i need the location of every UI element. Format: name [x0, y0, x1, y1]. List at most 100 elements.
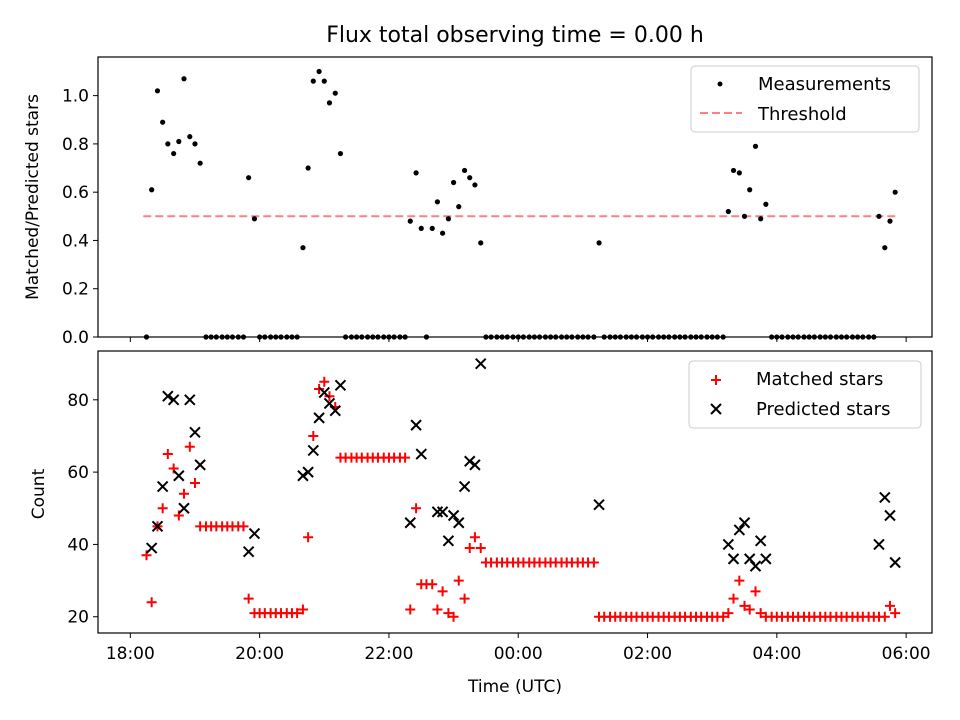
matched-point — [157, 503, 168, 514]
top-ytick-label: 0.2 — [62, 280, 89, 300]
measurement-point — [876, 213, 882, 219]
measurement-point — [461, 167, 468, 174]
measurement-point — [758, 216, 764, 222]
matched-point — [459, 593, 470, 604]
top-ytick-label: 0.6 — [62, 183, 89, 203]
measurement-point — [251, 216, 258, 222]
matched-point — [324, 391, 335, 402]
legend-matched-marker — [711, 375, 721, 385]
bottom-axes-frame — [97, 350, 933, 634]
predicted-point — [754, 535, 767, 547]
predicted-point — [410, 419, 422, 431]
matched-point — [405, 604, 416, 615]
matched-point — [437, 586, 448, 597]
measurement-point — [467, 175, 473, 181]
predicted-point — [464, 455, 476, 467]
predicted-point — [453, 517, 465, 529]
bottom-xtick-label: 22:00 — [364, 644, 413, 664]
predicted-point — [334, 379, 347, 392]
measurement-point — [736, 170, 742, 176]
measurement-point — [725, 208, 731, 215]
bottom-xtick-label: 04:00 — [752, 644, 801, 664]
bottom-legend: Matched stars Predicted stars — [688, 360, 922, 429]
matched-point — [718, 611, 729, 622]
predicted-point — [431, 506, 444, 518]
predicted-point — [884, 509, 896, 522]
top-axes: 0.0 0.2 0.4 0.6 0.8 1.0 — [62, 87, 907, 348]
bottom-ytick-label: 60 — [67, 463, 89, 483]
bottom-xtick-label: 20:00 — [235, 644, 284, 664]
measurement-point — [192, 141, 198, 147]
predicted-point — [156, 480, 169, 493]
measurement-point — [478, 240, 484, 246]
matched-point — [744, 604, 755, 615]
measurement-point — [741, 213, 748, 219]
measurement-point — [197, 160, 203, 166]
measurement-point — [747, 187, 753, 193]
measurement-point — [149, 187, 155, 193]
measurement-point — [413, 170, 419, 176]
matched-point — [750, 586, 761, 597]
predicted-point — [189, 426, 201, 439]
bottom-legend-box — [688, 360, 922, 429]
predicted-point — [297, 470, 309, 482]
top-ylabel: Matched/Predicted stars — [23, 94, 43, 300]
measurement-point — [439, 230, 446, 236]
predicted-point — [879, 491, 891, 504]
measurement-point — [171, 150, 177, 157]
measurement-point — [321, 78, 327, 84]
predicted-point — [593, 498, 605, 511]
predicted-point — [162, 390, 174, 402]
measurement-point — [418, 225, 424, 231]
measurement-point — [187, 134, 193, 140]
legend-measurements-marker — [717, 81, 723, 87]
matched-point — [427, 579, 438, 590]
matched-point — [879, 611, 890, 622]
matched-point — [890, 608, 901, 619]
predicted-point — [404, 517, 416, 529]
matched-point — [723, 608, 734, 619]
matched-point — [734, 575, 745, 586]
predicted-point — [475, 357, 487, 370]
predicted-point — [242, 545, 255, 558]
top-legend: Measurements Threshold — [690, 65, 920, 133]
matched-point — [884, 600, 895, 611]
predicted-point — [318, 386, 330, 399]
matched-point — [453, 575, 464, 586]
predicted-point — [873, 538, 885, 551]
matched-point — [243, 593, 254, 604]
matched-point — [146, 597, 157, 608]
matched-point — [448, 611, 459, 622]
predicted-point — [447, 509, 460, 522]
matched-point — [755, 608, 766, 619]
matched-point — [728, 593, 739, 604]
measurement-point — [763, 201, 769, 207]
predicted-point — [173, 470, 185, 482]
matched-point — [297, 604, 308, 615]
matched-point — [469, 532, 480, 543]
measurement-point — [176, 138, 182, 145]
top-ytick-label: 0.0 — [62, 328, 89, 348]
predicted-point — [749, 560, 762, 572]
bottom-xlabel: Time (UTC) — [467, 677, 562, 697]
measurement-point — [165, 141, 171, 147]
predicted-point — [313, 412, 325, 424]
legend-matched-label: Matched stars — [756, 369, 883, 390]
predicted-point — [194, 459, 206, 471]
matched-point — [292, 608, 303, 619]
predicted-point — [458, 480, 471, 493]
measurement-point — [316, 68, 322, 75]
bottom-ytick-label: 40 — [67, 535, 89, 555]
matched-point — [739, 600, 750, 611]
predicted-point — [436, 506, 449, 518]
legend-measurements-label: Measurements — [758, 74, 891, 95]
predicted-point — [178, 502, 190, 514]
predicted-point — [469, 459, 481, 471]
bottom-xtick-label: 06:00 — [882, 644, 931, 664]
measurement-point — [434, 199, 441, 205]
matched-point — [443, 608, 454, 619]
measurement-point — [305, 165, 311, 171]
bottom-ylabel: Count — [29, 468, 49, 519]
measurement-point — [472, 182, 478, 188]
